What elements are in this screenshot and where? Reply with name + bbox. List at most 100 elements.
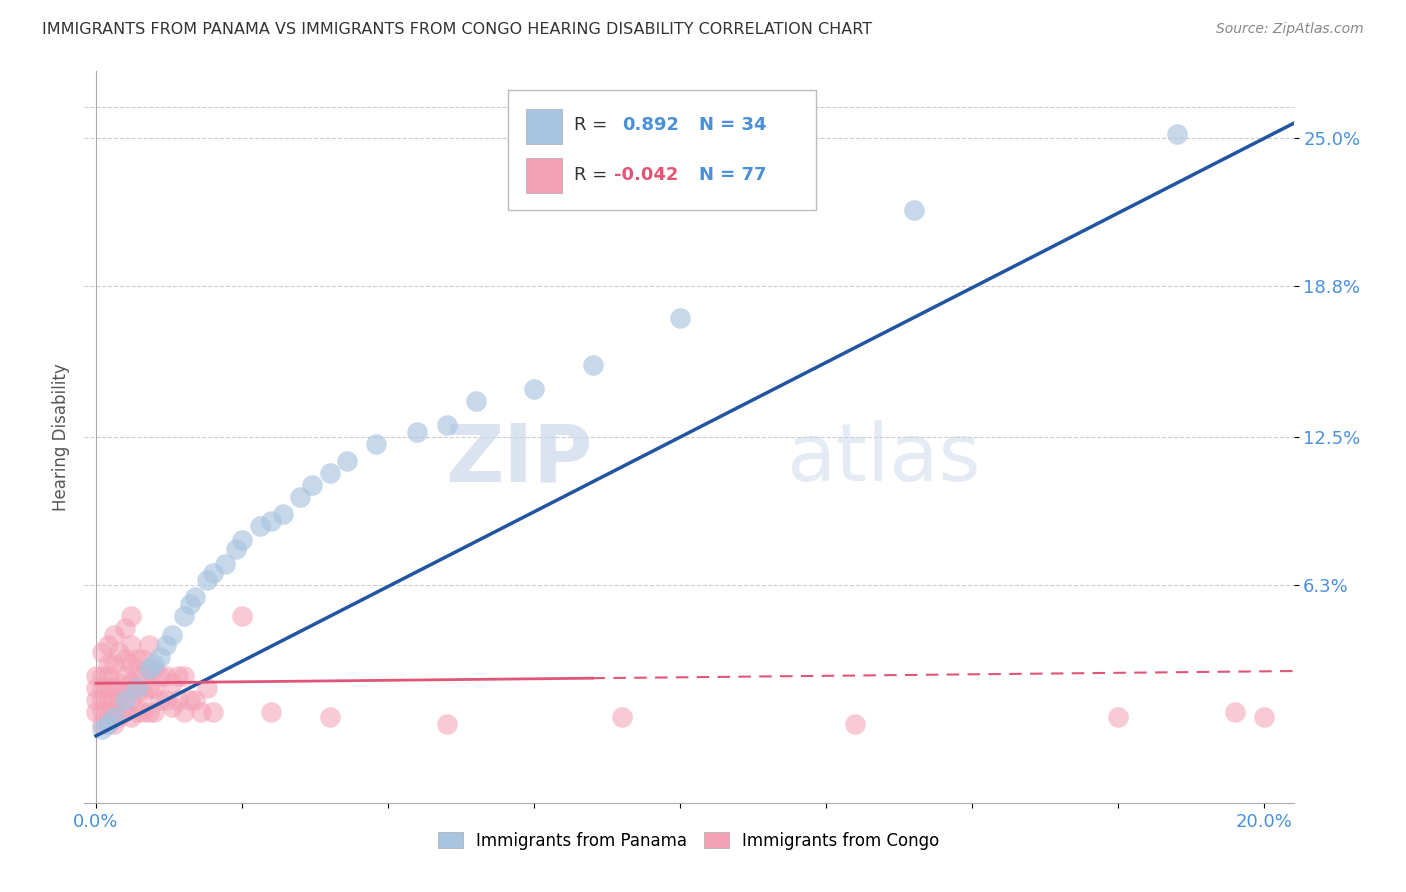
Point xyxy=(155,638,177,652)
Point xyxy=(138,638,160,652)
Point xyxy=(97,657,120,672)
Point xyxy=(184,591,207,605)
Point xyxy=(132,686,155,700)
Legend: Immigrants from Panama, Immigrants from Congo: Immigrants from Panama, Immigrants from … xyxy=(432,825,946,856)
Point xyxy=(120,657,142,672)
Point xyxy=(108,676,131,690)
Point xyxy=(120,710,142,724)
Text: ZIP: ZIP xyxy=(444,420,592,498)
Text: atlas: atlas xyxy=(786,420,980,498)
FancyBboxPatch shape xyxy=(508,90,815,211)
Point xyxy=(166,693,188,707)
Point xyxy=(114,669,136,683)
Point xyxy=(155,693,177,707)
Point xyxy=(173,705,195,719)
Point xyxy=(103,681,125,695)
Y-axis label: Hearing Disability: Hearing Disability xyxy=(52,363,70,511)
Point xyxy=(1107,710,1129,724)
Point xyxy=(271,507,294,521)
Point xyxy=(132,705,155,719)
Point xyxy=(179,598,201,612)
Point xyxy=(1253,710,1275,724)
Point xyxy=(138,662,160,676)
Point xyxy=(195,681,218,695)
Text: N = 77: N = 77 xyxy=(699,166,766,184)
Point xyxy=(149,669,172,683)
Point xyxy=(103,657,125,672)
Text: R =: R = xyxy=(574,116,607,134)
Point xyxy=(90,669,112,683)
Point xyxy=(90,645,112,659)
Point xyxy=(143,705,166,719)
Point xyxy=(103,705,125,719)
Point xyxy=(406,425,429,440)
Point xyxy=(195,574,218,588)
Point xyxy=(160,628,183,642)
Point xyxy=(120,693,142,707)
Point xyxy=(132,669,155,683)
Point xyxy=(138,681,160,695)
Text: R =: R = xyxy=(574,166,607,184)
Point xyxy=(84,681,107,695)
Point xyxy=(290,490,312,504)
Point xyxy=(103,717,125,731)
Point xyxy=(108,710,131,724)
Point xyxy=(120,609,142,624)
Point xyxy=(436,418,458,433)
Point xyxy=(155,669,177,683)
Point xyxy=(108,693,131,707)
Point xyxy=(125,686,148,700)
Point xyxy=(84,705,107,719)
Point xyxy=(97,681,120,695)
Point xyxy=(97,693,120,707)
Point xyxy=(138,705,160,719)
Text: Source: ZipAtlas.com: Source: ZipAtlas.com xyxy=(1216,22,1364,37)
Point xyxy=(143,657,166,672)
Point xyxy=(1166,127,1188,141)
Point xyxy=(166,669,188,683)
Point xyxy=(231,533,253,547)
Point xyxy=(844,717,866,731)
Point xyxy=(160,700,183,714)
Text: IMMIGRANTS FROM PANAMA VS IMMIGRANTS FROM CONGO HEARING DISABILITY CORRELATION C: IMMIGRANTS FROM PANAMA VS IMMIGRANTS FRO… xyxy=(42,22,872,37)
Point xyxy=(97,638,120,652)
Text: N = 34: N = 34 xyxy=(699,116,766,134)
Point xyxy=(581,359,603,373)
Point xyxy=(103,693,125,707)
Bar xyxy=(526,109,562,145)
Point xyxy=(90,681,112,695)
Point xyxy=(138,662,160,676)
Point xyxy=(184,693,207,707)
Point xyxy=(84,669,107,683)
Point xyxy=(125,669,148,683)
Point xyxy=(108,645,131,659)
Point xyxy=(97,669,120,683)
Point xyxy=(90,693,112,707)
Point xyxy=(90,722,112,736)
Point xyxy=(190,705,212,719)
Point xyxy=(366,437,388,451)
Point xyxy=(143,662,166,676)
Point xyxy=(97,717,120,731)
Point xyxy=(225,542,247,557)
Point xyxy=(669,310,692,325)
Point xyxy=(260,705,283,719)
Point xyxy=(318,466,340,480)
Point xyxy=(201,705,224,719)
Point xyxy=(84,693,107,707)
Point xyxy=(610,710,633,724)
Point xyxy=(436,717,458,731)
Point xyxy=(97,717,120,731)
Point xyxy=(160,676,183,690)
Point xyxy=(143,681,166,695)
Point xyxy=(301,478,323,492)
Point xyxy=(1223,705,1246,719)
Point xyxy=(114,705,136,719)
Point xyxy=(114,686,136,700)
Point xyxy=(173,669,195,683)
Point xyxy=(149,650,172,665)
Point xyxy=(120,676,142,690)
Point xyxy=(231,609,253,624)
Point xyxy=(201,566,224,581)
Point xyxy=(214,557,236,571)
